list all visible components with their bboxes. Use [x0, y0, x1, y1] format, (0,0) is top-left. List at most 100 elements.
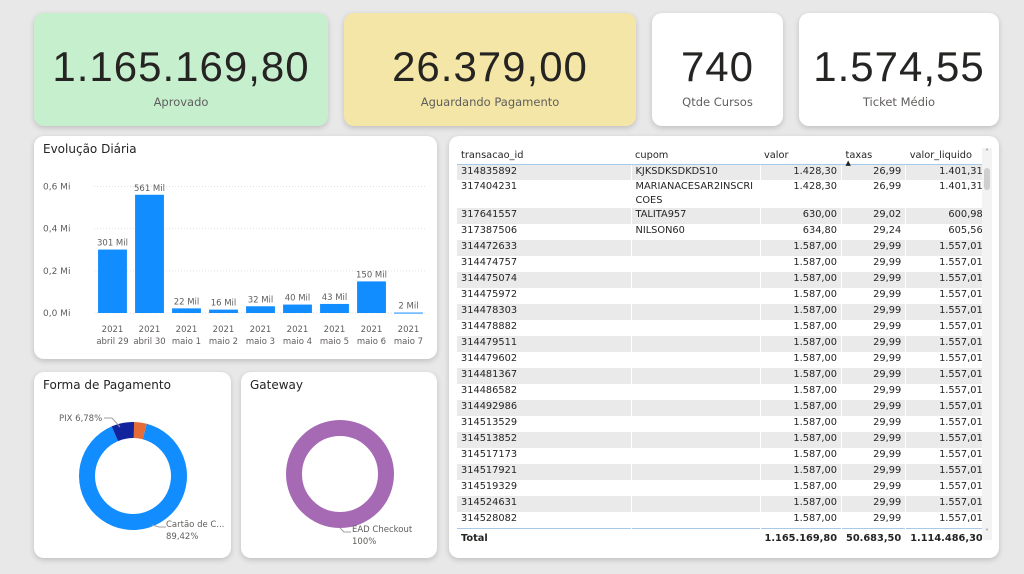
column-header-taxas[interactable]: taxas ▲ — [841, 142, 906, 167]
cell-transacao-id: 314492986 — [457, 400, 632, 416]
table-row[interactable]: 314513852 1.587,00 29,99 1.557,01 — [457, 432, 988, 448]
cell-transacao-id: 314524631 — [457, 496, 632, 512]
table-row[interactable]: 314472633 1.587,00 29,99 1.557,01 — [457, 240, 988, 256]
forma-pagamento-donut[interactable]: PIX 6,78% Cartão de C... 89,42% — [34, 372, 231, 558]
table-row[interactable]: 314475074 1.587,00 29,99 1.557,01 — [457, 272, 988, 288]
cell-taxas: 29,99 — [841, 496, 907, 512]
callout-label: 89,42% — [166, 532, 198, 542]
cell-cupom — [631, 432, 761, 448]
total-cupom — [631, 527, 761, 549]
table-row[interactable]: 314479602 1.587,00 29,99 1.557,01 — [457, 352, 988, 368]
kpi-card-ticket-medio[interactable]: 1.574,55 Ticket Médio — [799, 13, 999, 126]
cell-valor-liquido: 1.557,01 — [905, 240, 988, 256]
x-tick-label: maio 5 — [320, 337, 349, 347]
kpi-label: Aprovado — [153, 95, 209, 109]
cell-cupom — [631, 272, 761, 288]
cell-valor: 630,00 — [760, 208, 843, 224]
kpi-card-aguardando-pagamento[interactable]: 26.379,00 Aguardando Pagamento — [344, 13, 636, 126]
table-row[interactable]: 314835892 KJKSDKSDKDS10 1.428,30 26,99 1.401… — [457, 164, 988, 180]
cell-valor-liquido: 600,98 — [905, 208, 988, 224]
kpi-value: 740 — [680, 43, 755, 90]
cell-valor-liquido: 1.557,01 — [905, 320, 988, 336]
cell-valor-liquido: 1.557,01 — [905, 272, 988, 288]
cell-cupom — [631, 368, 761, 384]
total-label: Total — [457, 527, 632, 549]
cell-transacao-id: 314486582 — [457, 384, 632, 400]
chevron-down-icon[interactable]: ˅ — [985, 528, 989, 537]
cell-valor-liquido: 1.401,31 — [905, 164, 988, 180]
cell-cupom — [631, 416, 761, 432]
donut-slice — [111, 422, 135, 442]
cell-valor: 1.587,00 — [760, 256, 843, 272]
cell-transacao-id: 314479511 — [457, 336, 632, 352]
kpi-card-aprovado[interactable]: 1.165.169,80 Aprovado — [34, 13, 328, 126]
forma-pagamento-card[interactable]: Forma de Pagamento PIX 6,78% Cartão de C.… — [34, 372, 231, 558]
cell-cupom — [631, 320, 761, 336]
x-tick-label: 2021 — [176, 325, 198, 335]
transactions-table-card[interactable]: transacao_id cupom valor taxas ▲ valor_li… — [449, 136, 999, 558]
cell-cupom — [631, 288, 761, 304]
bar-data-label: 561 Mil — [134, 184, 165, 194]
table-row[interactable]: 314478882 1.587,00 29,99 1.557,01 — [457, 320, 988, 336]
table-row[interactable]: 314524631 1.587,00 29,99 1.557,01 — [457, 496, 988, 512]
y-tick-label: 0,4 Mi — [43, 225, 70, 235]
cell-valor: 1.587,00 — [760, 336, 843, 352]
table-row[interactable]: 314519329 1.587,00 29,99 1.557,01 — [457, 480, 988, 496]
cell-valor-liquido: 1.557,01 — [905, 480, 988, 496]
evolucao-diaria-chart[interactable]: 0,0 Mi 0,2 Mi 0,4 Mi 0,6 Mi 301 Mil 2021 abril… — [34, 136, 437, 359]
kpi-card-qtde-cursos[interactable]: 740 Qtde Cursos — [652, 13, 783, 126]
bar-data-label: 43 Mil — [322, 293, 348, 303]
table-row[interactable]: 314479511 1.587,00 29,99 1.557,01 — [457, 336, 988, 352]
table-row[interactable]: 314474757 1.587,00 29,99 1.557,01 — [457, 256, 988, 272]
bar — [283, 304, 312, 313]
table-row[interactable]: 317404231 MARIANACESAR2INSCRICOES 1.428,30… — [457, 180, 988, 208]
gateway-donut[interactable]: EAD Checkout 100% — [241, 372, 437, 558]
table-row[interactable]: 314517173 1.587,00 29,99 1.557,01 — [457, 448, 988, 464]
table-row[interactable]: 317641557 TALITA957 630,00 29,02 600,98 — [457, 208, 988, 224]
cell-taxas: 26,99 — [841, 164, 907, 180]
table-row[interactable]: 314517921 1.587,00 29,99 1.557,01 — [457, 464, 988, 480]
cell-transacao-id: 314475972 — [457, 288, 632, 304]
transactions-table: transacao_id cupom valor taxas ▲ valor_li… — [457, 142, 988, 549]
x-tick-label: maio 3 — [246, 337, 275, 347]
cell-taxas: 29,99 — [841, 368, 907, 384]
table-scrollbar[interactable]: ˄ ˅ — [982, 148, 992, 540]
cell-taxas: 29,99 — [841, 432, 907, 448]
scrollbar-thumb[interactable] — [984, 168, 990, 190]
cell-valor: 1.428,30 — [760, 180, 843, 208]
cell-valor: 1.587,00 — [760, 480, 843, 496]
table-row[interactable]: 314481367 1.587,00 29,99 1.557,01 — [457, 368, 988, 384]
column-header-cupom[interactable]: cupom — [631, 142, 760, 165]
table-row[interactable]: 314492986 1.587,00 29,99 1.557,01 — [457, 400, 988, 416]
column-header-transacao-id[interactable]: transacao_id — [457, 142, 631, 165]
bar-data-label: 16 Mil — [211, 299, 237, 309]
table-row[interactable]: 314513529 1.587,00 29,99 1.557,01 — [457, 416, 988, 432]
table-row[interactable]: 314528082 1.587,00 29,99 1.557,01 — [457, 512, 988, 528]
evolucao-diaria-card[interactable]: Evolução Diária 0,0 Mi 0,2 Mi 0,4 Mi 0,6 Mi… — [34, 136, 437, 359]
bar-data-label: 32 Mil — [248, 295, 274, 305]
table-row[interactable]: 314478303 1.587,00 29,99 1.557,01 — [457, 304, 988, 320]
table-row[interactable]: 314486582 1.587,00 29,99 1.557,01 — [457, 384, 988, 400]
donut-slice — [286, 420, 394, 528]
column-header-valor-liquido[interactable]: valor_liquido — [905, 142, 988, 165]
bar — [135, 194, 164, 313]
cell-transacao-id: 317404231 — [457, 180, 632, 208]
cell-taxas: 29,24 — [841, 224, 907, 240]
table-row[interactable]: 314475972 1.587,00 29,99 1.557,01 — [457, 288, 988, 304]
cell-valor-liquido: 1.557,01 — [905, 464, 988, 480]
cell-transacao-id: 314835892 — [457, 164, 632, 180]
chevron-up-icon[interactable]: ˄ — [985, 148, 989, 157]
table-total-row: Total 1.165.169,80 50.683,50 1.114.486,3… — [457, 527, 988, 549]
cell-valor: 1.587,00 — [760, 352, 843, 368]
bar — [320, 303, 349, 313]
cell-taxas: 26,99 — [841, 180, 907, 208]
cell-cupom — [631, 480, 761, 496]
cell-valor-liquido: 1.557,01 — [905, 352, 988, 368]
kpi-label: Ticket Médio — [862, 95, 936, 109]
table-row[interactable]: 317387506 NILSON60 634,80 29,24 605,56 — [457, 224, 988, 240]
callout-label: 100% — [352, 537, 376, 547]
gateway-card[interactable]: Gateway EAD Checkout 100% — [241, 372, 437, 558]
x-tick-label: 2021 — [287, 325, 309, 335]
column-header-valor[interactable]: valor — [760, 142, 842, 165]
kpi-value: 26.379,00 — [392, 43, 588, 90]
